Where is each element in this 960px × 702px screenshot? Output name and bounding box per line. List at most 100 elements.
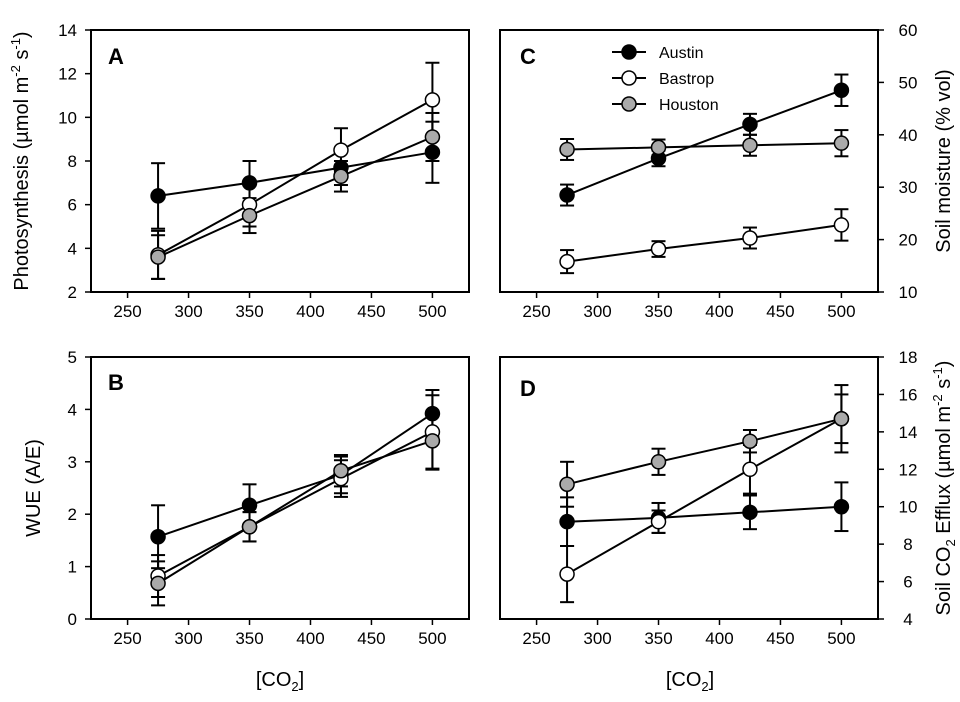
panel-c-data-point-bastrop xyxy=(833,217,850,233)
panel-c-x-tick-label: 250 xyxy=(522,302,550,321)
panel-d-ylabel-unit: mol m xyxy=(933,406,955,460)
panel-a-ylabel-sup2: -1 xyxy=(8,38,23,50)
panel-c-data-point-bastrop xyxy=(650,241,667,257)
panel-c-frame xyxy=(499,29,879,293)
panel-d-x-tick-label: 250 xyxy=(522,629,550,648)
panel-b-series-line-houston xyxy=(157,439,433,585)
panel-d-data-point-houston xyxy=(742,433,758,449)
panel-b-x-axis-title: [CO2] xyxy=(256,669,304,694)
panel-b-data-point-houston xyxy=(150,575,166,592)
panel-b-data-point-austin xyxy=(150,528,166,545)
panel-c-x-tick-label: 350 xyxy=(644,302,672,321)
panel-d-ylabel-mid: Efflux ( xyxy=(933,472,955,540)
panel-b-letter: B xyxy=(108,370,124,395)
panel-d-y-tick-label: 14 xyxy=(899,423,918,442)
panel-b-x-tick-label: 500 xyxy=(418,629,446,648)
legend-label-houston: Houston xyxy=(659,97,719,114)
legend-marker-austin xyxy=(621,44,637,60)
panel-a-x-tick-label: 450 xyxy=(357,302,385,321)
panel-a-y-tick-label: 10 xyxy=(58,108,77,127)
panel-d-series-line-houston xyxy=(566,417,842,486)
panel-d-data-point-austin xyxy=(742,504,758,521)
panel-c-data-point-austin xyxy=(742,116,758,133)
panel-d-x-tick-label: 450 xyxy=(766,629,794,648)
panel-b-x-tick-label: 300 xyxy=(174,629,202,648)
panel-a-y-axis-title: Photosynthesis (µmol m-2 s-1) xyxy=(8,31,33,290)
panel-d-ylabel-close: ) xyxy=(933,361,955,368)
panel-b-xlabel-main: [CO xyxy=(256,669,292,691)
panel-d-plot: 250 300 350 400 450 500 4 6 8 10 12 14 16 18 xyxy=(522,348,917,648)
panel-a-letter: A xyxy=(108,44,124,69)
panel-b-y-tick-label: 3 xyxy=(68,453,77,472)
panel-c-data-point-houston xyxy=(650,139,667,156)
panel-d-y-tick-label: 6 xyxy=(903,573,912,592)
panel-c-y-tick-label: 60 xyxy=(899,21,918,40)
legend-label-bastrop: Bastrop xyxy=(659,71,714,88)
panel-d-xlabel-main: [CO xyxy=(666,669,702,691)
panel-d-y-tick-label: 16 xyxy=(899,385,918,404)
panel-d-ylabel-sup2: -1 xyxy=(930,367,945,379)
panel-d-data-point-bastrop xyxy=(650,513,667,530)
panel-b-series-line-austin xyxy=(157,412,433,538)
panel-d-xlabel-sub: 2 xyxy=(701,679,708,694)
panel-a-ylabel-main: Photosynthesis ( xyxy=(11,142,33,290)
panel-d-data-point-houston xyxy=(833,411,850,427)
panel-c-data-point-bastrop xyxy=(742,230,758,246)
panel-b-y-tick-label: 5 xyxy=(68,348,77,367)
panel-a-x-tick-label: 300 xyxy=(174,302,202,321)
panel-d-y-tick-label: 12 xyxy=(899,460,918,479)
panel-b-data-point-houston xyxy=(241,519,258,535)
panel-d-letter: D xyxy=(520,376,536,401)
panel-d-data-point-austin xyxy=(559,513,575,530)
panel-a-y-tick-label: 2 xyxy=(68,283,77,302)
panel-c-series-line-austin xyxy=(566,89,842,197)
panel-d-series-line-bastrop xyxy=(566,417,842,575)
panel-b-data-point-austin xyxy=(424,405,441,422)
panel-d-ylabel-main: Soil CO xyxy=(933,547,955,616)
panel-c-y-tick-label: 40 xyxy=(899,126,918,145)
panel-d-data-point-bastrop xyxy=(742,461,758,478)
panel-a-x-tick-label: 500 xyxy=(418,302,446,321)
panel-d-x-axis-title: [CO2] xyxy=(666,669,714,694)
panel-c-data-point-houston xyxy=(559,141,575,158)
panel-b-plot: 250 300 350 400 450 500 0 1 2 3 4 5 xyxy=(68,348,447,648)
panel-c-plot: 250 300 350 400 450 500 10 20 30 40 50 60 xyxy=(522,21,917,321)
panel-c: C Soil moisture (% vol) 250 300 350 400 450 5… xyxy=(499,21,955,321)
panel-c-y-tick-label: 50 xyxy=(899,73,918,92)
panel-d-ylabel-sub: 2 xyxy=(943,539,958,546)
panel-a-x-tick-label: 350 xyxy=(235,302,263,321)
panel-d-ylabel-s: s xyxy=(933,379,955,395)
panel-c-y-axis-title: Soil moisture (% vol) xyxy=(933,69,955,252)
panel-b-xlabel-close: ] xyxy=(299,669,305,691)
panel-a-y-tick-label: 4 xyxy=(68,239,77,258)
panel-b-x-tick-label: 350 xyxy=(235,629,263,648)
panel-c-data-point-austin xyxy=(833,82,850,99)
panel-c-x-tick-label: 400 xyxy=(705,302,733,321)
panel-a-frame xyxy=(90,29,470,293)
panel-d-y-tick-label: 10 xyxy=(899,498,918,517)
panel-a-data-point-bastrop xyxy=(333,142,349,158)
panel-c-x-tick-label: 500 xyxy=(827,302,855,321)
panel-a-data-point-bastrop xyxy=(424,92,441,108)
panel-b-y-tick-label: 4 xyxy=(68,400,77,419)
panel-a-ylabel-s: s xyxy=(11,50,33,66)
panel-a-y-tick-label: 8 xyxy=(68,152,77,171)
panel-c-series-line-bastrop xyxy=(566,223,842,263)
panel-d-data-point-houston xyxy=(650,454,667,470)
panel-a-ylabel-close: ) xyxy=(11,31,33,38)
legend-label-austin: Austin xyxy=(659,45,703,62)
panel-d-y-axis-title: Soil CO2 Efflux (µmol m-2 s-1) xyxy=(930,361,958,616)
panel-a-data-point-houston xyxy=(150,249,166,265)
panel-d-y-tick-label: 4 xyxy=(903,610,912,629)
panel-c-y-tick-label: 10 xyxy=(899,283,918,302)
panel-b-data-point-houston xyxy=(424,433,441,449)
panel-b-frame xyxy=(90,356,470,620)
panel-a-y-tick-label: 6 xyxy=(68,196,77,215)
panel-d-frame xyxy=(499,356,879,620)
legend-marker-bastrop xyxy=(621,70,637,86)
panel-c-x-tick-label: 450 xyxy=(766,302,794,321)
panel-b-x-tick-label: 250 xyxy=(113,629,141,648)
panel-b-data-point-houston xyxy=(333,462,349,479)
panel-c-x-tick-label: 300 xyxy=(583,302,611,321)
panel-c-letter: C xyxy=(520,44,536,69)
